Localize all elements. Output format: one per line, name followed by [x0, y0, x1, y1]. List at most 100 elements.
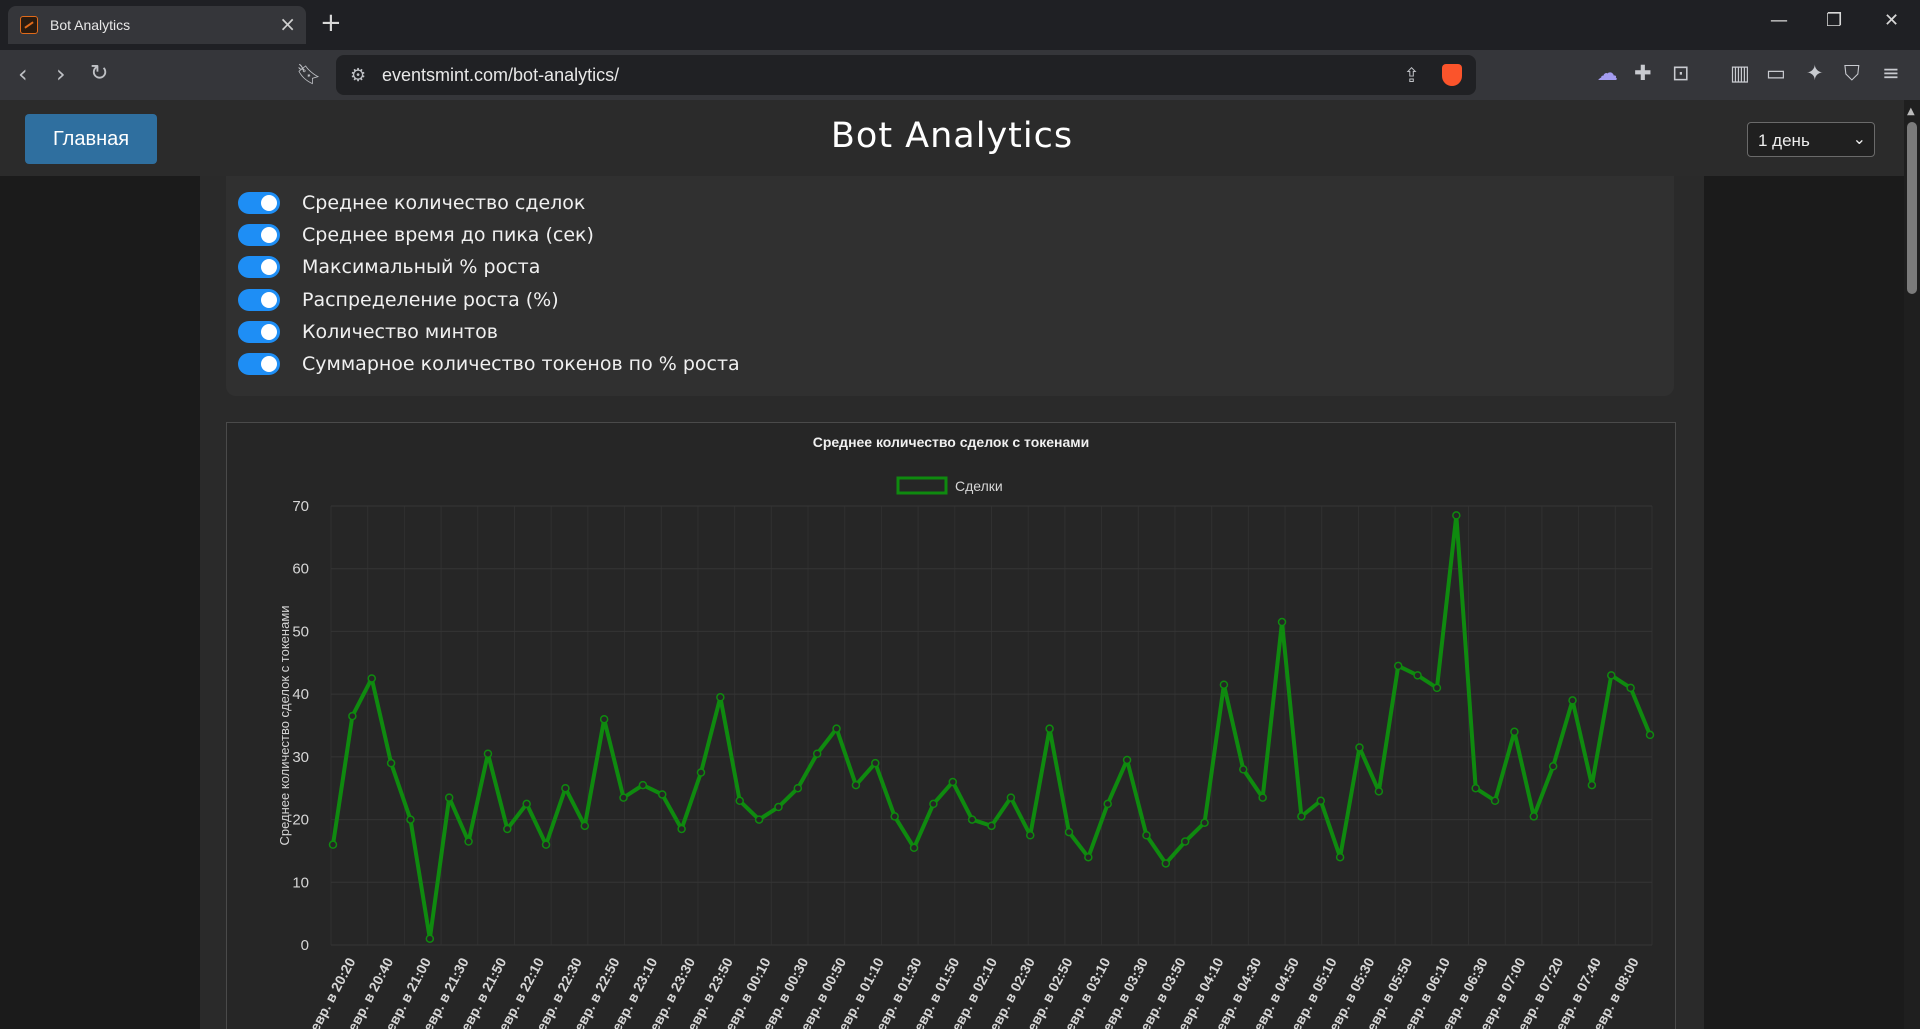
new-tab-icon[interactable]: + [320, 8, 342, 38]
toggle-switch[interactable] [238, 256, 280, 278]
data-point [1025, 831, 1035, 840]
data-point [483, 749, 493, 758]
screenshot-icon[interactable]: ⊡ [1672, 61, 1690, 85]
y-axis-label: Среднее количество сделок с токенами [277, 605, 292, 845]
data-point [1413, 671, 1422, 680]
leo-icon[interactable]: ☁ [1597, 61, 1618, 85]
y-tick-label: 40 [292, 686, 309, 703]
toggle-row[interactable]: Распределение роста (%) [238, 288, 559, 312]
close-window-icon[interactable]: ✕ [1884, 10, 1900, 31]
legend-label: Сделки [955, 478, 1003, 494]
toggle-label: Среднее время до пика (сек) [302, 224, 594, 246]
data-point [1180, 837, 1190, 846]
y-tick-label: 0 [301, 937, 309, 954]
legend-swatch [896, 476, 948, 495]
data-point [1335, 852, 1345, 862]
toggle-label: Количество минтов [302, 321, 498, 343]
y-tick-label: 70 [292, 498, 309, 515]
address-bar[interactable]: ⚙ eventsmint.com/bot-analytics/ ⇪ [336, 55, 1476, 95]
toggle-row[interactable]: Среднее количество сделок [238, 191, 585, 215]
data-point [1239, 765, 1248, 774]
y-tick-label: 30 [292, 749, 309, 766]
brave-shields-icon[interactable] [1442, 64, 1462, 86]
data-point [1490, 796, 1500, 806]
data-point [1471, 783, 1480, 793]
y-tick-label: 60 [292, 561, 309, 578]
extensions-icon[interactable]: ✚ [1634, 61, 1652, 85]
page-scrollbar[interactable]: ▲ [1904, 100, 1920, 1029]
sidebar-icon[interactable]: ▥ [1730, 61, 1750, 85]
vpn-icon[interactable]: ⛉ [1844, 61, 1860, 85]
data-point [580, 821, 590, 831]
site-favicon-icon [20, 16, 38, 34]
data-point [851, 780, 861, 790]
data-point [735, 796, 744, 806]
toggle-switch[interactable] [238, 321, 280, 343]
data-point [1432, 683, 1442, 693]
bookmark-icon[interactable]: 🔖︎ [296, 62, 322, 86]
toggle-row[interactable]: Количество минтов [238, 320, 498, 344]
toggle-label: Максимальный % роста [302, 256, 541, 278]
toggle-row[interactable]: Среднее время до пика (сек) [238, 223, 594, 247]
data-point [658, 790, 667, 799]
data-point [1122, 755, 1132, 765]
data-point [386, 758, 396, 768]
data-point [1045, 724, 1054, 733]
toggle-switch[interactable] [238, 224, 280, 246]
data-point [890, 812, 899, 821]
data-point [967, 815, 977, 824]
data-point [541, 840, 551, 849]
data-point [1142, 831, 1151, 840]
toggle-row[interactable]: Максимальный % роста [238, 255, 540, 279]
data-point [619, 793, 628, 802]
data-point [444, 793, 454, 802]
scroll-up-icon[interactable]: ▲ [1907, 106, 1915, 117]
scrollbar-thumb[interactable] [1907, 122, 1917, 294]
data-point [1568, 696, 1577, 705]
url-text: eventsmint.com/bot-analytics/ [382, 65, 620, 85]
toggle-label: Среднее количество сделок [302, 192, 586, 214]
data-point [1200, 818, 1209, 827]
data-point [1084, 852, 1093, 862]
restore-icon[interactable]: ❐ [1826, 10, 1843, 31]
toggle-switch[interactable] [238, 353, 280, 375]
data-point [522, 799, 531, 809]
data-point [1587, 780, 1597, 790]
data-point [1277, 617, 1287, 627]
reload-icon[interactable]: ↻ [90, 61, 109, 86]
y-tick-label: 10 [292, 874, 309, 891]
period-select[interactable]: 1 день ⌄ [1747, 122, 1875, 157]
data-point [503, 824, 512, 834]
share-icon[interactable]: ⇪ [1403, 63, 1420, 87]
data-point [909, 843, 919, 853]
data-point [1219, 680, 1229, 689]
data-point [1297, 812, 1306, 821]
wallet-icon[interactable]: ▭ [1766, 61, 1786, 85]
browser-tab[interactable]: Bot Analytics × [8, 6, 306, 44]
data-point [406, 815, 415, 824]
toggle-switch[interactable] [238, 192, 280, 214]
data-point [1103, 799, 1112, 809]
back-icon[interactable]: ‹ [18, 60, 28, 88]
forward-icon[interactable]: › [56, 60, 66, 88]
data-point [348, 711, 357, 721]
data-point [638, 780, 648, 790]
toggle-switch[interactable] [238, 289, 280, 311]
ai-sparkle-icon[interactable]: ✦ [1806, 61, 1824, 85]
data-point [832, 724, 841, 733]
toggle-row[interactable]: Суммарное количество токенов по % роста [238, 352, 740, 376]
close-tab-icon[interactable]: × [279, 12, 296, 36]
data-point [328, 840, 338, 849]
data-point [367, 674, 376, 683]
site-info-icon[interactable]: ⚙ [350, 65, 367, 86]
data-point [1064, 827, 1074, 837]
data-point [1258, 793, 1267, 802]
data-point [1626, 683, 1635, 693]
data-point [871, 758, 880, 768]
data-point [716, 693, 725, 702]
minimize-icon[interactable]: — [1770, 10, 1788, 31]
chevron-down-icon: ⌄ [1852, 131, 1866, 148]
toggle-label: Распределение роста (%) [302, 289, 559, 311]
menu-icon[interactable]: ≡ [1882, 61, 1900, 85]
home-button[interactable]: Главная [25, 114, 157, 164]
